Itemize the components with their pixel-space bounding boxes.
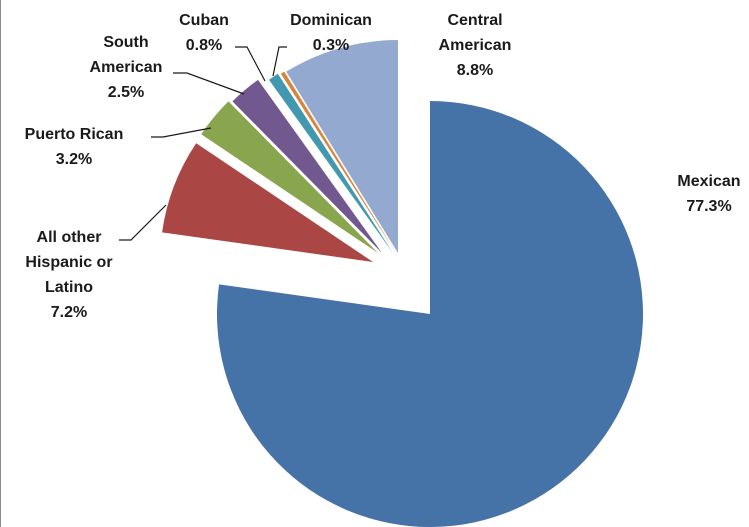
slice-name-line: All other	[37, 229, 102, 246]
slice-name-line: Dominican	[290, 12, 372, 29]
data-labels: Mexican 77.3% All other Hispanic or Latino 7.…	[25, 12, 741, 321]
slice-name-line: American	[439, 37, 512, 54]
slice-name-line: American	[90, 59, 163, 76]
slice-name-line: South	[103, 34, 148, 51]
slice-percent: 2.5%	[108, 84, 144, 101]
leader-line	[235, 46, 266, 82]
slice-percent: 7.2%	[51, 304, 87, 321]
data-label: Puerto Rican 3.2%	[25, 126, 124, 168]
slice-name-line: Hispanic or	[25, 254, 112, 271]
slice-percent: 0.3%	[313, 37, 349, 54]
data-label: Mexican 77.3%	[677, 173, 740, 215]
slice-percent: 8.8%	[457, 62, 493, 79]
leader-line	[272, 46, 287, 77]
slice-name-line: Central	[447, 12, 502, 29]
leader-lines	[119, 46, 287, 241]
leader-line	[151, 127, 212, 138]
slice-percent: 77.3%	[686, 198, 731, 215]
data-label: Dominican 0.3%	[290, 12, 372, 54]
slice-all-other-hispanic-or-latino	[162, 143, 373, 262]
slice-name-line: Cuban	[179, 12, 229, 29]
slices	[162, 40, 643, 527]
slice-mexican	[216, 101, 643, 527]
slice-cuban	[268, 73, 393, 253]
data-label: Central American 8.8%	[439, 12, 512, 79]
slice-percent: 0.8%	[186, 37, 222, 54]
slice-name-line: Latino	[45, 279, 93, 296]
slice-percent: 3.2%	[56, 151, 92, 168]
slice-central-american	[286, 40, 398, 253]
leader-line	[173, 72, 245, 95]
slice-dominican	[280, 71, 396, 254]
data-label: South American 2.5%	[90, 34, 163, 101]
slice-name-line: Puerto Rican	[25, 126, 124, 143]
slice-puerto-rican	[201, 101, 378, 253]
data-label: Cuban 0.8%	[179, 12, 229, 54]
leader-line	[119, 204, 167, 241]
slice-south-american	[232, 79, 382, 253]
data-label: All other Hispanic or Latino 7.2%	[25, 229, 112, 321]
slice-name-line: Mexican	[677, 173, 740, 190]
